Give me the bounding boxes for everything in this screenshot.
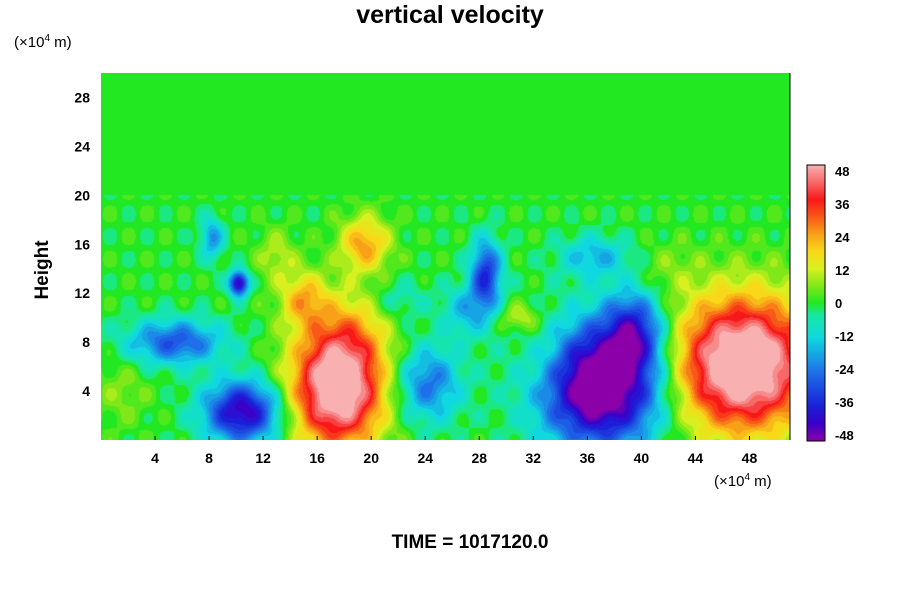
colorbar-tick-label: 24 bbox=[835, 230, 850, 245]
y-axis-unit-label: (×104 m) bbox=[14, 33, 72, 51]
x-tick-label: 4 bbox=[151, 450, 159, 466]
x-tick-label: 24 bbox=[417, 450, 433, 466]
y-tick-label: 12 bbox=[74, 285, 90, 301]
x-tick-label: 32 bbox=[526, 450, 542, 466]
y-tick-label: 16 bbox=[74, 236, 90, 252]
x-tick-label: 20 bbox=[363, 450, 379, 466]
x-axis-unit-label: (×104 m) bbox=[714, 472, 772, 490]
x-tick-label: 36 bbox=[580, 450, 596, 466]
x-tick-label: 28 bbox=[471, 450, 487, 466]
colorbar-tick-label: -48 bbox=[835, 428, 854, 443]
colorbar-tick-label: -12 bbox=[835, 329, 854, 344]
y-tick-label: 4 bbox=[82, 383, 90, 399]
x-tick-label: 44 bbox=[688, 450, 704, 466]
x-tick-label: 40 bbox=[634, 450, 650, 466]
time-label: TIME = 1017120.0 bbox=[391, 532, 549, 553]
colorbar-tick-label: 36 bbox=[835, 197, 849, 212]
x-tick-label: 16 bbox=[309, 450, 325, 466]
heatmap-field bbox=[101, 73, 790, 440]
colorbar-tick-label: 12 bbox=[835, 263, 849, 278]
colorbar-tick-label: -36 bbox=[835, 395, 854, 410]
x-tick-label: 8 bbox=[205, 450, 213, 466]
x-tick-label: 48 bbox=[742, 450, 758, 466]
y-tick-label: 24 bbox=[74, 138, 90, 154]
colorbar bbox=[806, 164, 826, 442]
x-tick-label: 12 bbox=[255, 450, 271, 466]
y-tick-label: 28 bbox=[74, 89, 90, 105]
colorbar-tick-label: 48 bbox=[835, 164, 849, 179]
chart-title: vertical velocity bbox=[356, 1, 544, 29]
y-tick-label: 8 bbox=[82, 334, 90, 350]
colorbar-tick-label: -24 bbox=[835, 362, 855, 377]
colorbar-tick-label: 0 bbox=[835, 296, 842, 311]
y-tick-label: 20 bbox=[74, 187, 90, 203]
